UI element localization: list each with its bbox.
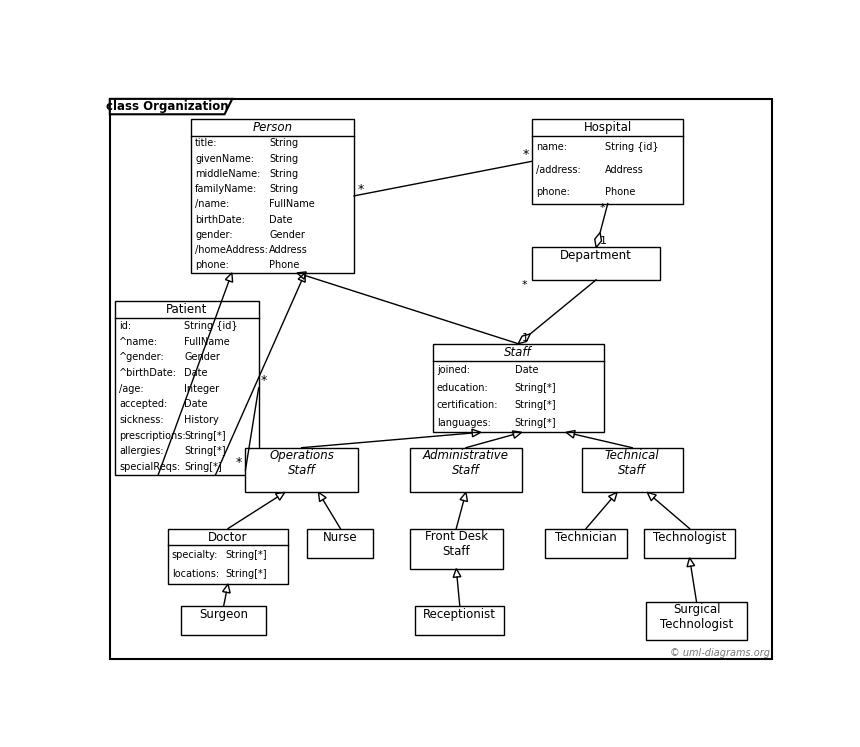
- Text: Integer: Integer: [184, 384, 219, 394]
- Text: *: *: [522, 279, 528, 290]
- Text: Gender: Gender: [269, 230, 305, 240]
- Text: String: String: [269, 138, 298, 149]
- Text: Receptionist: Receptionist: [423, 607, 496, 621]
- Text: *: *: [261, 374, 267, 387]
- Text: Date: Date: [515, 365, 538, 375]
- Bar: [308, 529, 373, 558]
- Text: Surgical
Technologist: Surgical Technologist: [660, 603, 733, 631]
- Text: String[*]: String[*]: [515, 382, 556, 392]
- Text: name:: name:: [536, 142, 567, 152]
- Text: Administrative
Staff: Administrative Staff: [423, 449, 509, 477]
- Text: String {id}: String {id}: [605, 142, 659, 152]
- Text: Date: Date: [184, 368, 207, 378]
- Bar: [433, 344, 604, 433]
- Bar: [532, 247, 660, 280]
- Text: title:: title:: [195, 138, 218, 149]
- Text: *: *: [523, 148, 529, 161]
- Text: *: *: [600, 203, 605, 214]
- Bar: [415, 606, 504, 635]
- Text: Surgeon: Surgeon: [200, 607, 249, 621]
- Text: sickness:: sickness:: [120, 415, 163, 425]
- Text: /name:: /name:: [195, 199, 230, 209]
- Text: middleName:: middleName:: [195, 169, 261, 179]
- Text: Operations
Staff: Operations Staff: [269, 449, 334, 477]
- Text: *: *: [358, 183, 364, 196]
- Text: id:: id:: [120, 321, 132, 331]
- Text: /homeAddress:: /homeAddress:: [195, 245, 268, 255]
- Text: Date: Date: [269, 214, 292, 225]
- Bar: [181, 606, 267, 635]
- Text: /address:: /address:: [536, 165, 580, 175]
- Bar: [646, 601, 746, 640]
- Text: Hospital: Hospital: [584, 121, 632, 134]
- Text: 1: 1: [522, 332, 529, 343]
- Text: languages:: languages:: [437, 418, 491, 428]
- Bar: [545, 529, 627, 558]
- Text: accepted:: accepted:: [120, 400, 168, 409]
- Text: String[*]: String[*]: [184, 430, 225, 441]
- Text: String: String: [269, 185, 298, 194]
- Text: certification:: certification:: [437, 400, 499, 410]
- Bar: [115, 301, 259, 474]
- Bar: [532, 119, 684, 204]
- Text: specialReqs:: specialReqs:: [120, 462, 181, 472]
- Text: Doctor: Doctor: [208, 530, 248, 544]
- Text: Date: Date: [184, 400, 207, 409]
- Bar: [191, 119, 354, 273]
- Text: ^birthDate:: ^birthDate:: [120, 368, 177, 378]
- Text: allergies:: allergies:: [120, 446, 163, 456]
- Text: Technologist: Technologist: [653, 530, 726, 544]
- Text: Patient: Patient: [166, 303, 207, 317]
- Text: © uml-diagrams.org: © uml-diagrams.org: [670, 648, 770, 658]
- Text: gender:: gender:: [195, 230, 233, 240]
- Text: Technician: Technician: [556, 530, 617, 544]
- Text: familyName:: familyName:: [195, 185, 257, 194]
- Text: education:: education:: [437, 382, 488, 392]
- Bar: [168, 529, 288, 584]
- Text: String[*]: String[*]: [184, 446, 225, 456]
- Text: History: History: [184, 415, 218, 425]
- Text: birthDate:: birthDate:: [195, 214, 245, 225]
- Text: 1: 1: [600, 236, 607, 247]
- Bar: [644, 529, 735, 558]
- Text: String: String: [269, 169, 298, 179]
- Text: Sring[*]: Sring[*]: [184, 462, 222, 472]
- Text: Address: Address: [605, 165, 643, 175]
- Bar: [582, 447, 683, 492]
- Polygon shape: [110, 99, 232, 114]
- Text: /age:: /age:: [120, 384, 144, 394]
- Text: String: String: [269, 154, 298, 164]
- Text: String[*]: String[*]: [225, 550, 267, 560]
- Text: Department: Department: [560, 249, 632, 262]
- Text: ^gender:: ^gender:: [120, 353, 165, 362]
- Text: Phone: Phone: [605, 187, 636, 197]
- Text: FullName: FullName: [184, 337, 230, 347]
- Text: phone:: phone:: [195, 260, 229, 270]
- Text: class Organization: class Organization: [106, 100, 229, 113]
- Text: String {id}: String {id}: [184, 321, 237, 331]
- Bar: [245, 447, 358, 492]
- Text: Staff: Staff: [505, 346, 532, 359]
- Bar: [409, 529, 503, 568]
- Text: Gender: Gender: [184, 353, 220, 362]
- Text: Phone: Phone: [269, 260, 299, 270]
- Text: locations:: locations:: [172, 569, 219, 580]
- Text: Address: Address: [269, 245, 308, 255]
- Text: ^name:: ^name:: [120, 337, 158, 347]
- Text: givenName:: givenName:: [195, 154, 254, 164]
- Text: Technical
Staff: Technical Staff: [605, 449, 660, 477]
- Text: Person: Person: [253, 121, 292, 134]
- Text: Nurse: Nurse: [323, 530, 358, 544]
- Text: prescriptions:: prescriptions:: [120, 430, 186, 441]
- Text: *: *: [237, 456, 243, 469]
- Text: phone:: phone:: [536, 187, 570, 197]
- Text: Front Desk
Staff: Front Desk Staff: [425, 530, 488, 558]
- Text: FullName: FullName: [269, 199, 315, 209]
- Text: String[*]: String[*]: [515, 418, 556, 428]
- Text: joined:: joined:: [437, 365, 470, 375]
- Text: specialty:: specialty:: [172, 550, 218, 560]
- Bar: [409, 447, 522, 492]
- Text: String[*]: String[*]: [225, 569, 267, 580]
- Text: String[*]: String[*]: [515, 400, 556, 410]
